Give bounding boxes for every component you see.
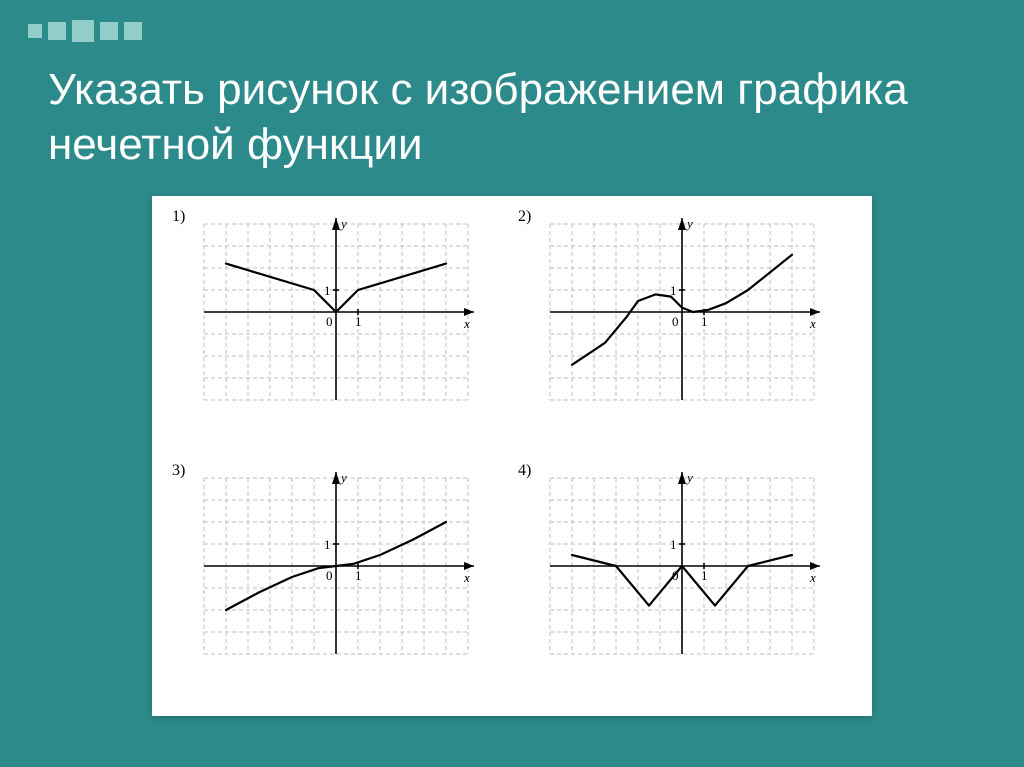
svg-text:0: 0: [672, 314, 679, 329]
chart-number-label: 3): [172, 462, 185, 480]
svg-text:1: 1: [324, 537, 331, 552]
corner-decoration: [28, 20, 142, 42]
deco-square: [72, 20, 94, 42]
svg-text:x: x: [463, 316, 470, 331]
svg-text:y: y: [339, 470, 347, 485]
deco-square: [28, 24, 42, 38]
svg-text:x: x: [809, 570, 816, 585]
svg-text:y: y: [685, 216, 693, 231]
chart-number-label: 4): [518, 462, 531, 480]
chart-3: 3)011yx: [194, 468, 488, 664]
chart-1: 1)011yx: [194, 214, 488, 410]
chart-4: 4)011yx: [540, 468, 834, 664]
svg-text:y: y: [685, 470, 693, 485]
svg-text:x: x: [809, 316, 816, 331]
svg-text:1: 1: [355, 314, 362, 329]
svg-text:1: 1: [355, 568, 362, 583]
chart-number-label: 1): [172, 208, 185, 226]
slide-title: Указать рисунок с изображением графика н…: [48, 62, 984, 172]
svg-text:1: 1: [701, 568, 708, 583]
charts-panel: 1)011yx2)011yx3)011yx4)011yx: [152, 196, 872, 716]
chart-number-label: 2): [518, 208, 531, 226]
deco-square: [124, 22, 142, 40]
svg-text:1: 1: [670, 537, 677, 552]
deco-square: [100, 22, 118, 40]
deco-square: [48, 22, 66, 40]
svg-text:0: 0: [326, 568, 333, 583]
svg-text:x: x: [463, 570, 470, 585]
slide: Указать рисунок с изображением графика н…: [0, 0, 1024, 767]
svg-text:1: 1: [324, 283, 331, 298]
svg-text:0: 0: [326, 314, 333, 329]
chart-2: 2)011yx: [540, 214, 834, 410]
svg-text:y: y: [339, 216, 347, 231]
svg-text:1: 1: [701, 314, 708, 329]
